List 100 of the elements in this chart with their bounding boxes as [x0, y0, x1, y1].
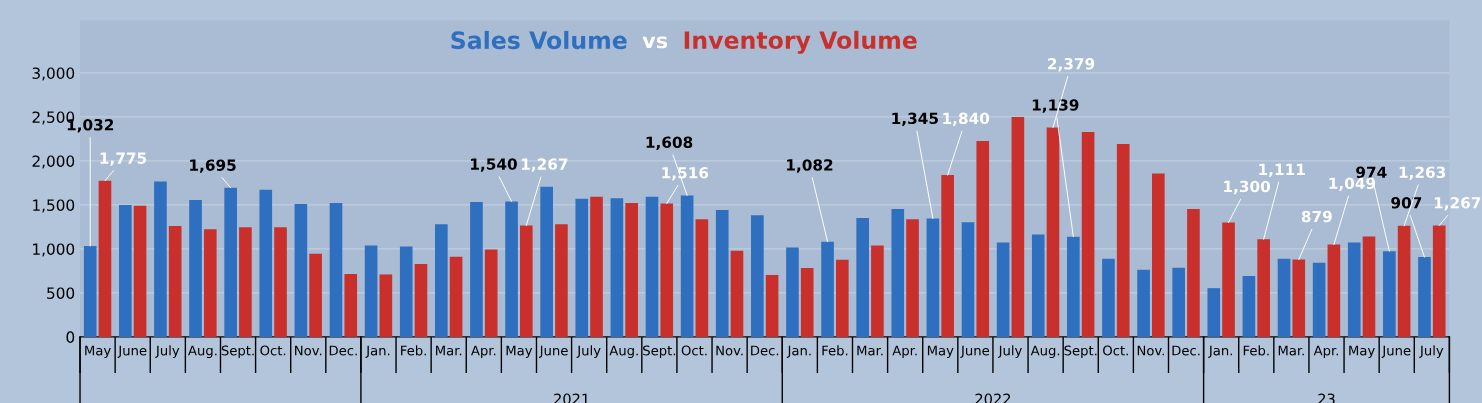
y-tick-label: 2,000 — [32, 155, 75, 169]
bar — [1257, 239, 1270, 337]
bar — [555, 224, 568, 337]
bar — [154, 181, 167, 337]
bar — [1152, 173, 1165, 337]
bar — [941, 175, 954, 337]
x-tick-label: Apr. — [892, 345, 917, 359]
bar — [856, 218, 869, 337]
bar — [996, 242, 1010, 337]
bar — [414, 263, 428, 337]
bar — [680, 195, 694, 337]
bar — [435, 224, 448, 337]
bar — [961, 222, 975, 337]
data-label: 1,049 — [1329, 177, 1376, 191]
x-tick-label: June — [1381, 345, 1411, 358]
x-tick-label: Dec. — [329, 345, 357, 356]
text: Sales Volume — [451, 30, 627, 50]
x-tick-label: Nov. — [295, 345, 322, 356]
x-tick-label: Sept. — [643, 345, 676, 359]
data-label: 1,516 — [662, 167, 709, 181]
bar — [1172, 267, 1185, 337]
bar — [133, 205, 147, 337]
x-tick-label: Aug. — [188, 345, 217, 359]
bar — [891, 209, 905, 337]
data-label: 1,263 — [1399, 166, 1446, 180]
bar — [449, 256, 463, 337]
bar — [821, 241, 834, 337]
bar — [1081, 131, 1095, 337]
bar — [1418, 257, 1431, 337]
bar — [715, 210, 729, 337]
x-tick-label: May — [1349, 345, 1375, 359]
bar — [1116, 144, 1130, 337]
bar — [871, 245, 884, 337]
data-label: 1,840 — [943, 112, 990, 127]
x-tick-label: July — [997, 345, 1022, 359]
bar — [660, 203, 674, 337]
data-label: 907 — [1391, 197, 1422, 209]
data-label: 1,139 — [1032, 99, 1079, 113]
data-label: 1,111 — [1259, 163, 1305, 178]
bar — [203, 229, 217, 337]
bar — [800, 267, 814, 337]
bar — [119, 204, 132, 337]
bar — [751, 215, 764, 337]
text: Inventory Volume — [684, 30, 917, 54]
bar — [1347, 242, 1361, 337]
bar — [625, 202, 638, 337]
bar — [274, 227, 287, 337]
y-tick-label: 1,500 — [33, 199, 75, 213]
bar — [695, 219, 709, 337]
bar — [309, 253, 322, 337]
data-label: 974 — [1356, 166, 1387, 179]
bar — [926, 218, 940, 337]
bar — [1137, 269, 1150, 337]
bar — [590, 196, 603, 337]
x-tick-label: June — [960, 345, 990, 358]
y-tick-label: 500 — [47, 287, 75, 299]
annotation: vs — [642, 36, 668, 49]
bar — [1187, 209, 1200, 337]
data-label: 879 — [1301, 210, 1332, 223]
y-tick-label: 1,000 — [33, 243, 75, 257]
x-tick-label: July — [576, 345, 601, 359]
bar — [1242, 276, 1256, 337]
x-tick-label: Oct. — [260, 345, 286, 356]
bar — [575, 198, 589, 337]
data-label: 1,345 — [892, 112, 938, 127]
bar — [470, 201, 483, 337]
bar — [1292, 259, 1306, 337]
bar — [645, 196, 659, 337]
bar — [610, 198, 624, 337]
bar — [98, 180, 112, 337]
bar — [519, 225, 533, 337]
bar — [906, 219, 919, 337]
bar — [1102, 258, 1115, 337]
bar — [505, 201, 518, 337]
bar — [1046, 127, 1060, 337]
x-tick-label: July — [155, 345, 180, 359]
bar — [730, 250, 744, 337]
bar — [1397, 225, 1411, 337]
x-tick-label: Oct. — [1103, 345, 1128, 356]
bar — [835, 259, 849, 337]
x-tick-label: Apr. — [1313, 345, 1338, 359]
x-tick-label: Mar. — [436, 345, 462, 356]
data-label: 1,267 — [521, 158, 568, 172]
bar — [484, 249, 498, 337]
bar — [1277, 258, 1291, 337]
bar — [364, 245, 378, 337]
x-tick-label: Dec. — [1172, 345, 1200, 356]
x-tick-label: June — [538, 345, 568, 358]
x-tick-label: Dec. — [751, 345, 779, 356]
bar — [1222, 222, 1235, 337]
bar — [1312, 262, 1326, 337]
x-tick-label: Feb. — [822, 345, 848, 356]
x-tick-label: Nov. — [716, 345, 743, 356]
bar — [399, 246, 413, 337]
x-tick-label: Oct. — [681, 345, 707, 356]
bar — [83, 246, 97, 337]
bar — [1383, 251, 1396, 337]
bar — [344, 274, 358, 337]
bar — [1011, 116, 1025, 337]
bar — [168, 226, 182, 337]
